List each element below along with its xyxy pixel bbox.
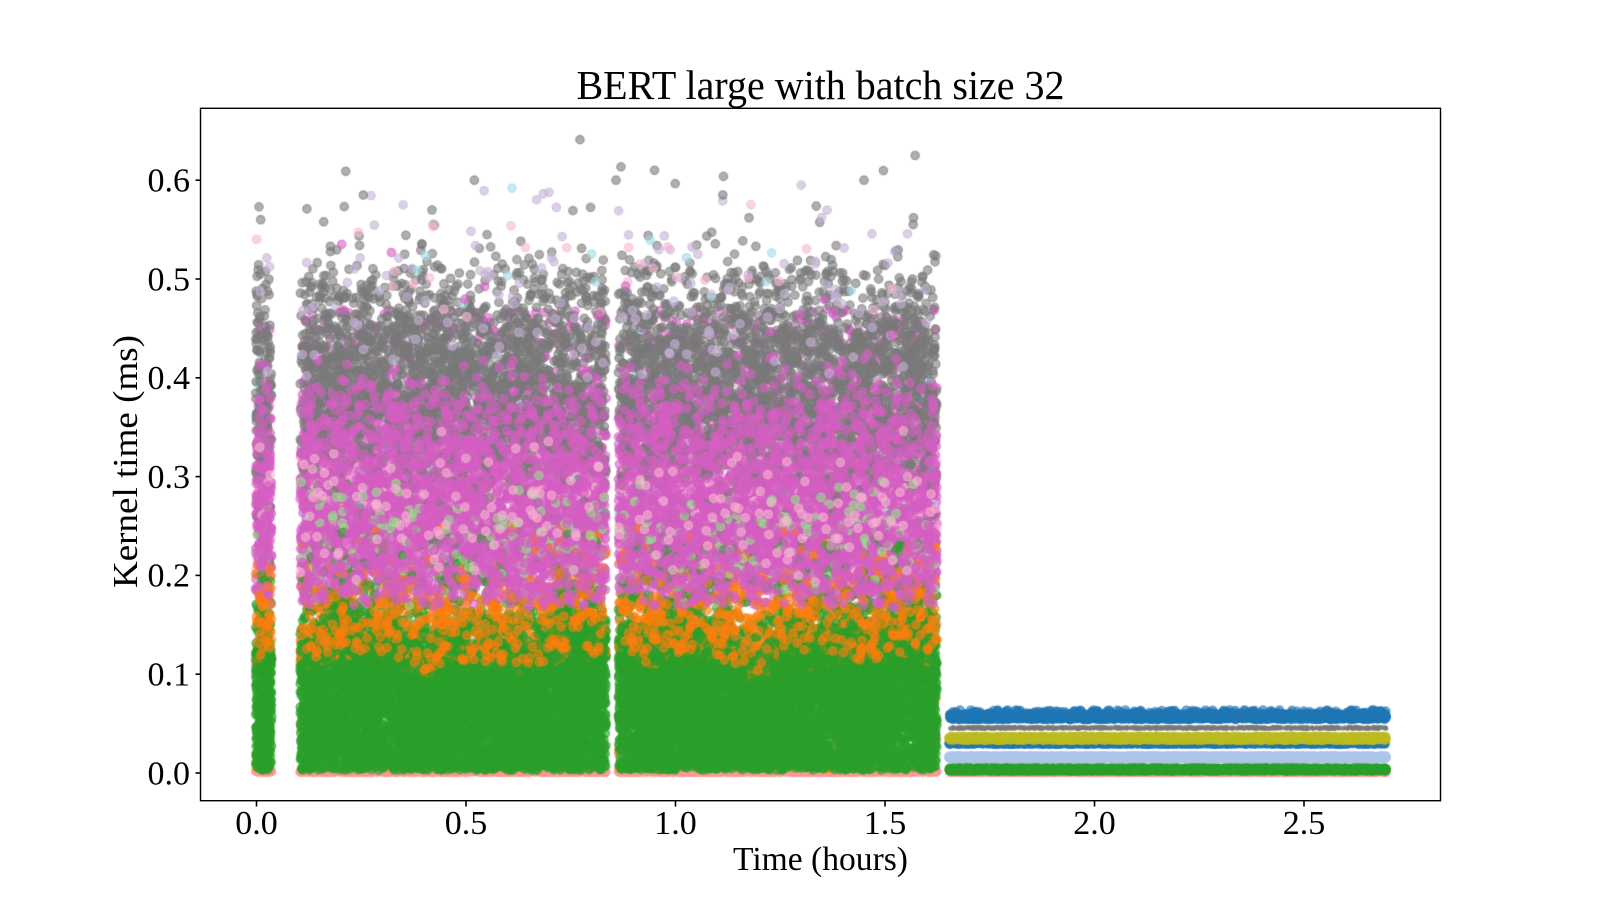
svg-text:2.0: 2.0 bbox=[1073, 805, 1116, 842]
svg-text:0.4: 0.4 bbox=[148, 360, 191, 397]
svg-text:0.3: 0.3 bbox=[148, 459, 191, 496]
svg-text:1.5: 1.5 bbox=[864, 805, 907, 842]
svg-text:0.1: 0.1 bbox=[148, 657, 191, 694]
svg-text:Kernel time (ms): Kernel time (ms) bbox=[106, 335, 145, 588]
svg-text:Time (hours): Time (hours) bbox=[733, 841, 908, 878]
svg-text:2.5: 2.5 bbox=[1283, 805, 1326, 842]
svg-text:0.5: 0.5 bbox=[148, 261, 191, 298]
svg-text:0.2: 0.2 bbox=[148, 558, 191, 595]
svg-text:1.0: 1.0 bbox=[654, 805, 697, 842]
svg-text:0.5: 0.5 bbox=[445, 805, 488, 842]
svg-text:0.0: 0.0 bbox=[235, 805, 278, 842]
svg-text:0.6: 0.6 bbox=[148, 163, 191, 200]
svg-text:BERT large with batch size 32: BERT large with batch size 32 bbox=[577, 62, 1065, 108]
svg-text:0.0: 0.0 bbox=[148, 755, 191, 792]
